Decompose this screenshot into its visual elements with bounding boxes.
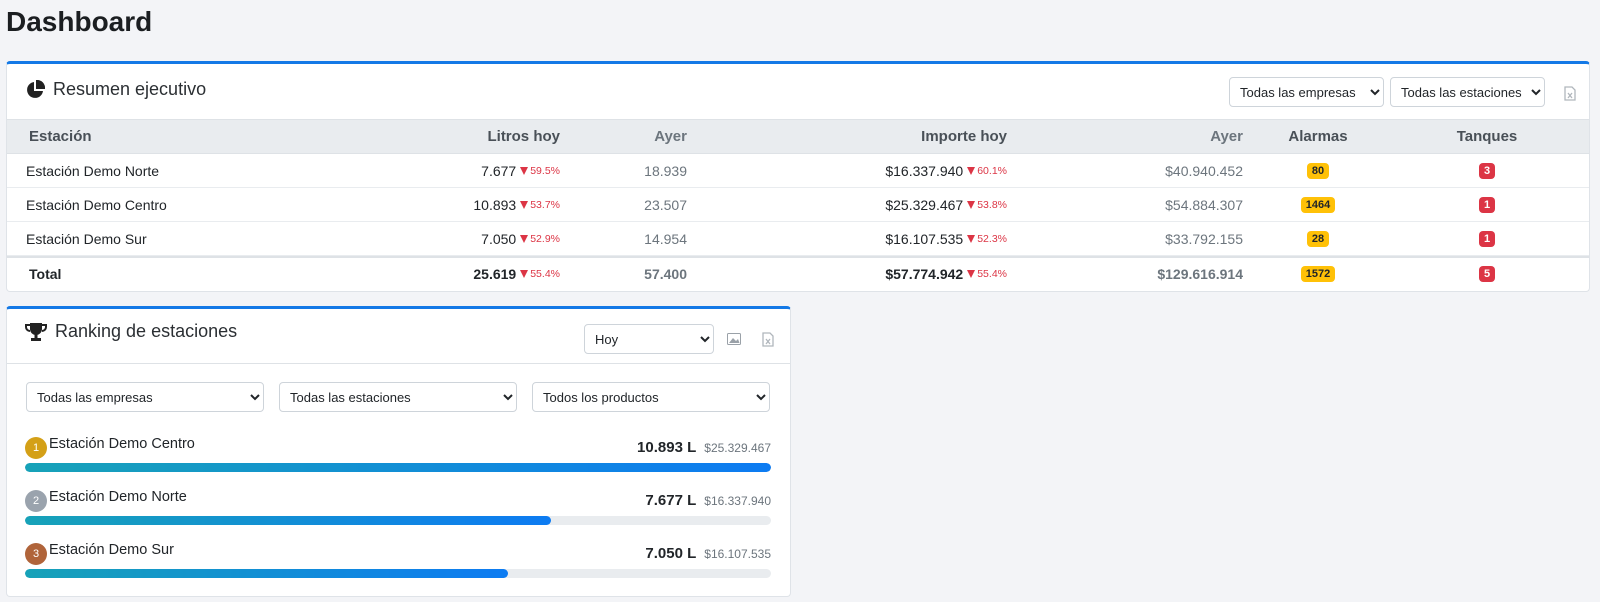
summary-company-select[interactable]: Todas las empresas bbox=[1229, 77, 1384, 107]
rank-medal: 2 bbox=[25, 490, 47, 512]
rank-progress-track bbox=[25, 516, 771, 525]
rank-liters: 10.893 L bbox=[637, 439, 697, 456]
rank-progress-fill bbox=[25, 516, 551, 525]
table-total-row: Total 25.619 55.4% 57.400 $57.774.942 55.4… bbox=[7, 256, 1589, 290]
summary-card-title: Resumen ejecutivo bbox=[25, 79, 206, 100]
total-amount-today: $57.774.942 55.4% bbox=[885, 266, 1007, 282]
amount-today: $16.107.535 52.3% bbox=[885, 230, 1007, 247]
amount-delta: 52.3% bbox=[967, 233, 1007, 245]
down-arrow-icon bbox=[520, 270, 529, 278]
page-title: Dashboard bbox=[6, 6, 153, 37]
liters-today: 10.893 53.7% bbox=[473, 196, 560, 213]
rank-progress-fill bbox=[25, 463, 771, 472]
excel-export-icon[interactable] bbox=[759, 330, 777, 348]
station-name: Estación Demo Sur bbox=[26, 230, 147, 247]
amount-today: $16.337.940 60.1% bbox=[885, 162, 1007, 179]
rank-progress-track bbox=[25, 569, 771, 578]
total-alarms-badge[interactable]: 1572 bbox=[1300, 266, 1336, 282]
alarms-badge[interactable]: 28 bbox=[1306, 230, 1330, 247]
summary-card: Resumen ejecutivo Todas las empresas Tod… bbox=[6, 61, 1590, 292]
pie-chart-icon bbox=[25, 79, 45, 100]
col-amount-yesterday: Ayer bbox=[1210, 128, 1243, 145]
ranking-card: Ranking de estaciones Hoy Todas las empr… bbox=[6, 306, 791, 597]
summary-title: Resumen ejecutivo bbox=[53, 79, 207, 99]
list-item[interactable]: 3 Estación Demo Sur 7.050 L $16.107.535 bbox=[25, 542, 771, 589]
down-arrow-icon bbox=[520, 234, 529, 243]
total-amount-yesterday: $129.616.914 bbox=[1157, 266, 1243, 282]
station-name: Estación Demo Centro bbox=[26, 196, 167, 213]
rank-amount: $16.337.940 bbox=[704, 494, 771, 508]
col-liters-yesterday: Ayer bbox=[654, 128, 687, 145]
liters-today: 7.050 52.9% bbox=[481, 230, 560, 247]
list-item[interactable]: 2 Estación Demo Norte 7.677 L $16.337.94… bbox=[25, 489, 771, 536]
down-arrow-icon bbox=[967, 234, 976, 243]
summary-table-header: Estación Litros hoy Ayer Importe hoy Aye… bbox=[7, 119, 1589, 154]
total-tanks-badge[interactable]: 5 bbox=[1478, 266, 1496, 282]
rank-station-name: Estación Demo Sur bbox=[49, 542, 174, 558]
rank-medal: 1 bbox=[25, 437, 47, 459]
total-label: Total bbox=[29, 266, 62, 282]
rank-liters: 7.050 L bbox=[645, 545, 697, 562]
amount-delta: 53.8% bbox=[967, 199, 1007, 211]
amount-today: $25.329.467 53.8% bbox=[885, 196, 1007, 213]
trophy-icon bbox=[25, 322, 47, 342]
rank-amount: $25.329.467 bbox=[704, 441, 771, 455]
total-amount-delta: 55.4% bbox=[967, 268, 1007, 280]
table-row[interactable]: Estación Demo Sur 7.050 52.9% 14.954 $16.… bbox=[7, 222, 1589, 256]
total-liters-today: 25.619 55.4% bbox=[473, 266, 560, 282]
rank-station-name: Estación Demo Centro bbox=[49, 436, 195, 452]
tanks-badge[interactable]: 3 bbox=[1478, 162, 1496, 179]
col-liters-today: Litros hoy bbox=[487, 128, 560, 145]
list-item[interactable]: 1 Estación Demo Centro 10.893 L $25.329.… bbox=[25, 436, 771, 483]
down-arrow-icon bbox=[967, 270, 976, 278]
total-liters-yesterday: 57.400 bbox=[644, 266, 687, 282]
alarms-badge[interactable]: 1464 bbox=[1300, 196, 1336, 213]
tanks-badge[interactable]: 1 bbox=[1478, 196, 1496, 213]
alarms-badge[interactable]: 80 bbox=[1306, 162, 1330, 179]
amount-yesterday: $40.940.452 bbox=[1165, 162, 1243, 179]
station-name: Estación Demo Norte bbox=[26, 162, 160, 179]
down-arrow-icon bbox=[520, 200, 529, 209]
liters-yesterday: 23.507 bbox=[644, 196, 687, 213]
amount-yesterday: $33.792.155 bbox=[1165, 230, 1243, 247]
col-alarms: Alarmas bbox=[1288, 128, 1348, 145]
image-icon[interactable] bbox=[725, 330, 743, 348]
liters-delta: 53.7% bbox=[520, 199, 560, 211]
rank-amount: $16.107.535 bbox=[704, 547, 771, 561]
rank-medal: 3 bbox=[25, 543, 47, 565]
liters-delta: 52.9% bbox=[520, 233, 560, 245]
down-arrow-icon bbox=[520, 166, 529, 175]
rank-liters: 7.677 L bbox=[645, 492, 697, 509]
col-amount-today: Importe hoy bbox=[921, 128, 1007, 145]
summary-station-select[interactable]: Todas las estaciones bbox=[1390, 77, 1545, 107]
rank-progress-fill bbox=[25, 569, 508, 578]
amount-yesterday: $54.884.307 bbox=[1165, 196, 1243, 213]
down-arrow-icon bbox=[967, 166, 976, 175]
liters-today: 7.677 59.5% bbox=[481, 162, 560, 179]
col-station: Estación bbox=[29, 128, 92, 145]
rank-progress-track bbox=[25, 463, 771, 472]
period-select[interactable]: Hoy bbox=[584, 324, 714, 354]
liters-yesterday: 18.939 bbox=[644, 162, 687, 179]
tanks-badge[interactable]: 1 bbox=[1478, 230, 1496, 247]
ranking-station-select[interactable]: Todas las estaciones bbox=[279, 382, 517, 412]
col-tanks: Tanques bbox=[1456, 128, 1518, 145]
table-row[interactable]: Estación Demo Centro 10.893 53.7% 23.507 … bbox=[7, 188, 1589, 222]
ranking-title: Ranking de estaciones bbox=[55, 321, 238, 341]
ranking-company-select[interactable]: Todas las empresas bbox=[26, 382, 264, 412]
down-arrow-icon bbox=[967, 200, 976, 209]
table-row[interactable]: Estación Demo Norte 7.677 59.5% 18.939 $1… bbox=[7, 154, 1589, 188]
rank-station-name: Estación Demo Norte bbox=[49, 489, 187, 505]
total-liters-delta: 55.4% bbox=[520, 268, 560, 280]
excel-export-icon[interactable] bbox=[1561, 84, 1579, 102]
liters-yesterday: 14.954 bbox=[644, 230, 687, 247]
ranking-divider bbox=[7, 363, 790, 364]
ranking-product-select[interactable]: Todos los productos bbox=[532, 382, 770, 412]
liters-delta: 59.5% bbox=[520, 165, 560, 177]
ranking-card-title: Ranking de estaciones bbox=[25, 321, 237, 342]
amount-delta: 60.1% bbox=[967, 165, 1007, 177]
